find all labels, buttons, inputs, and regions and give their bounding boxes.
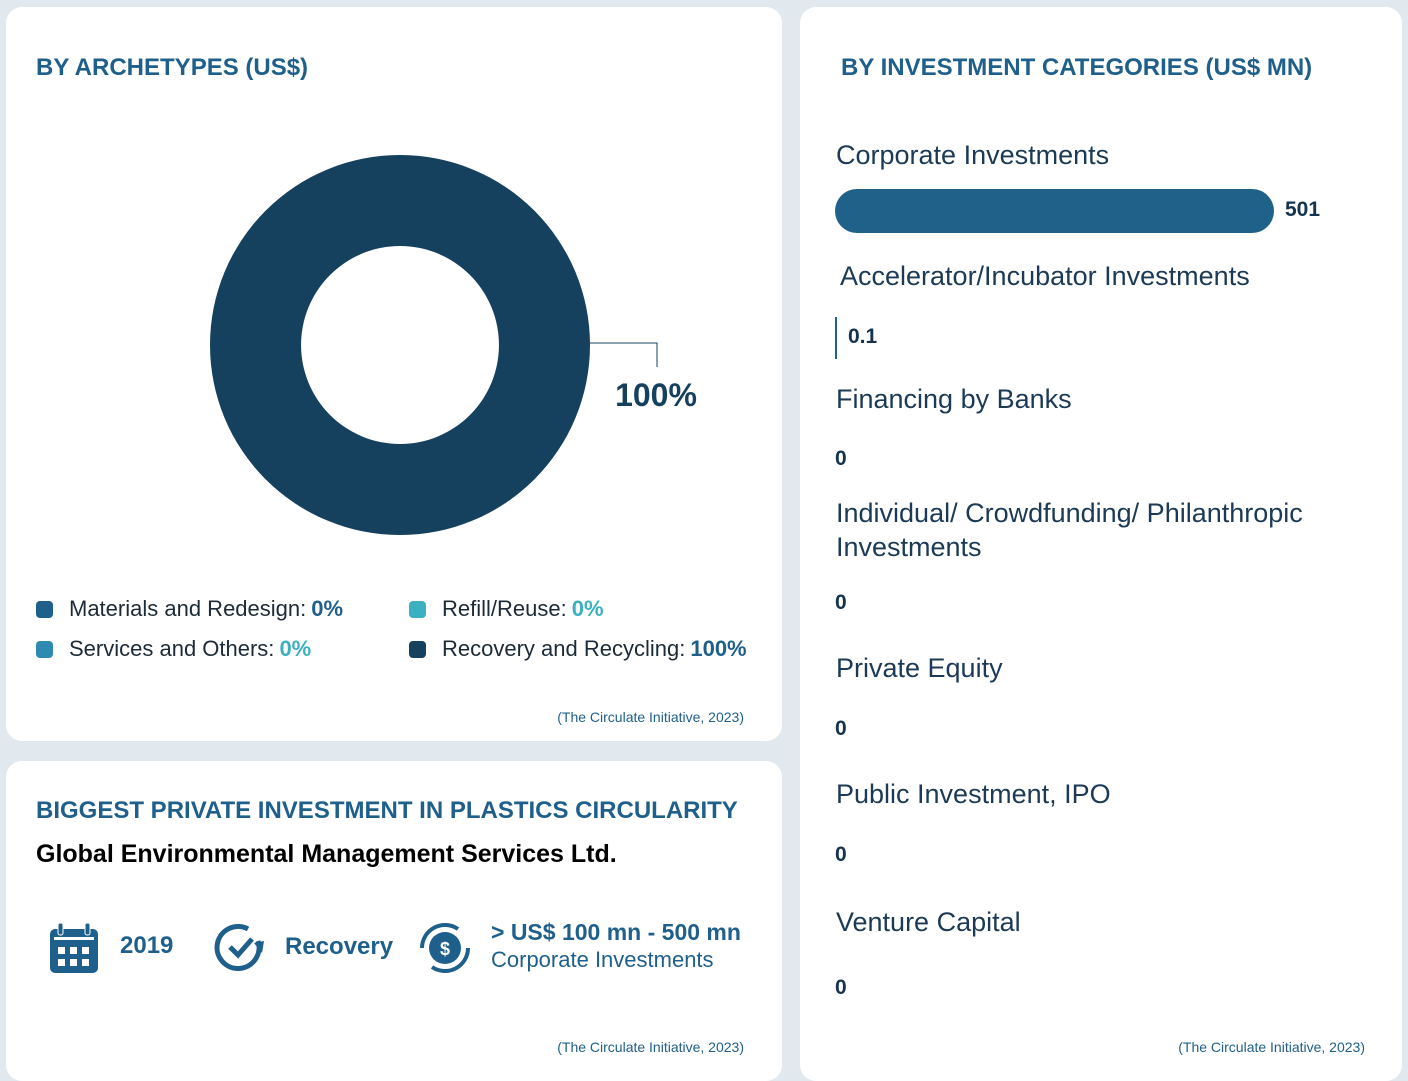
- panel-title: BY ARCHETYPES (US$): [36, 54, 309, 81]
- check-icon: [214, 923, 264, 971]
- bar: [835, 189, 1274, 233]
- donut-slice: [210, 155, 590, 535]
- panel-title: BY INVESTMENT CATEGORIES (US$ MN): [841, 54, 1313, 81]
- source: (The Circulate Initiative, 2023): [557, 1039, 744, 1055]
- category-label: Individual/ Crowdfunding/ Philanthropic …: [836, 498, 1303, 562]
- category-label: Financing by Banks: [836, 384, 1072, 414]
- legend-label: Services and Others:: [69, 636, 275, 661]
- archetype-panel: BY ARCHETYPES (US$) 100% Materials and R…: [6, 7, 782, 741]
- source: (The Circulate Initiative, 2023): [557, 709, 744, 725]
- legend-swatch: [36, 600, 53, 618]
- category-label: Venture Capital: [836, 907, 1021, 937]
- legend-item: Refill/Reuse: 0%: [409, 596, 604, 622]
- panel-title: BIGGEST PRIVATE INVESTMENT IN PLASTICS C…: [36, 797, 738, 824]
- legend-label: Materials and Redesign:: [69, 596, 307, 621]
- calendar-icon: [50, 922, 98, 973]
- value-label: 0: [835, 976, 847, 999]
- legend-swatch: [36, 640, 53, 658]
- value-label: 0: [835, 843, 847, 866]
- value-label: 501: [1285, 198, 1321, 221]
- archetype: Recovery: [285, 933, 394, 960]
- money-icon: $: [419, 923, 471, 973]
- year: 2019: [120, 932, 174, 959]
- svg-text:$: $: [440, 939, 450, 959]
- value-label: 0: [835, 447, 847, 470]
- legend-item: Materials and Redesign: 0%: [36, 596, 343, 622]
- bar: [835, 317, 837, 359]
- category-label: Private Equity: [836, 653, 1003, 683]
- legend-value: 0%: [571, 596, 604, 621]
- company: Global Environmental Management Services…: [36, 840, 617, 868]
- legend-label: Recovery and Recycling:: [442, 636, 686, 661]
- biggest-panel: BIGGEST PRIVATE INVESTMENT IN PLASTICS C…: [6, 761, 782, 1081]
- slice-label: 100%: [615, 377, 697, 413]
- value-label: 0.1: [848, 325, 878, 348]
- category-label: Public Investment, IPO: [836, 779, 1111, 809]
- legend-label: Refill/Reuse:: [442, 596, 567, 621]
- source: (The Circulate Initiative, 2023): [1178, 1039, 1365, 1055]
- legend-item: Recovery and Recycling: 100%: [409, 636, 747, 662]
- legend-swatch: [409, 640, 426, 658]
- legend-item: Services and Others: 0%: [36, 636, 311, 662]
- legend-value: 100%: [690, 636, 747, 661]
- category-panel: BY INVESTMENT CATEGORIES (US$ MN) (The C…: [800, 7, 1402, 1081]
- value-label: 0: [835, 717, 847, 740]
- category-label: Corporate Investments: [836, 140, 1110, 170]
- donut-chart: 100%: [210, 155, 697, 535]
- category-label: Accelerator/Incubator Investments: [840, 261, 1250, 291]
- value-label: 0: [835, 591, 847, 614]
- amount: > US$ 100 mn - 500 mn: [491, 919, 741, 945]
- legend-value: 0%: [311, 596, 344, 621]
- category: Corporate Investments: [491, 947, 714, 972]
- legend-value: 0%: [279, 636, 312, 661]
- legend-swatch: [409, 600, 426, 618]
- leader-line: [589, 342, 658, 367]
